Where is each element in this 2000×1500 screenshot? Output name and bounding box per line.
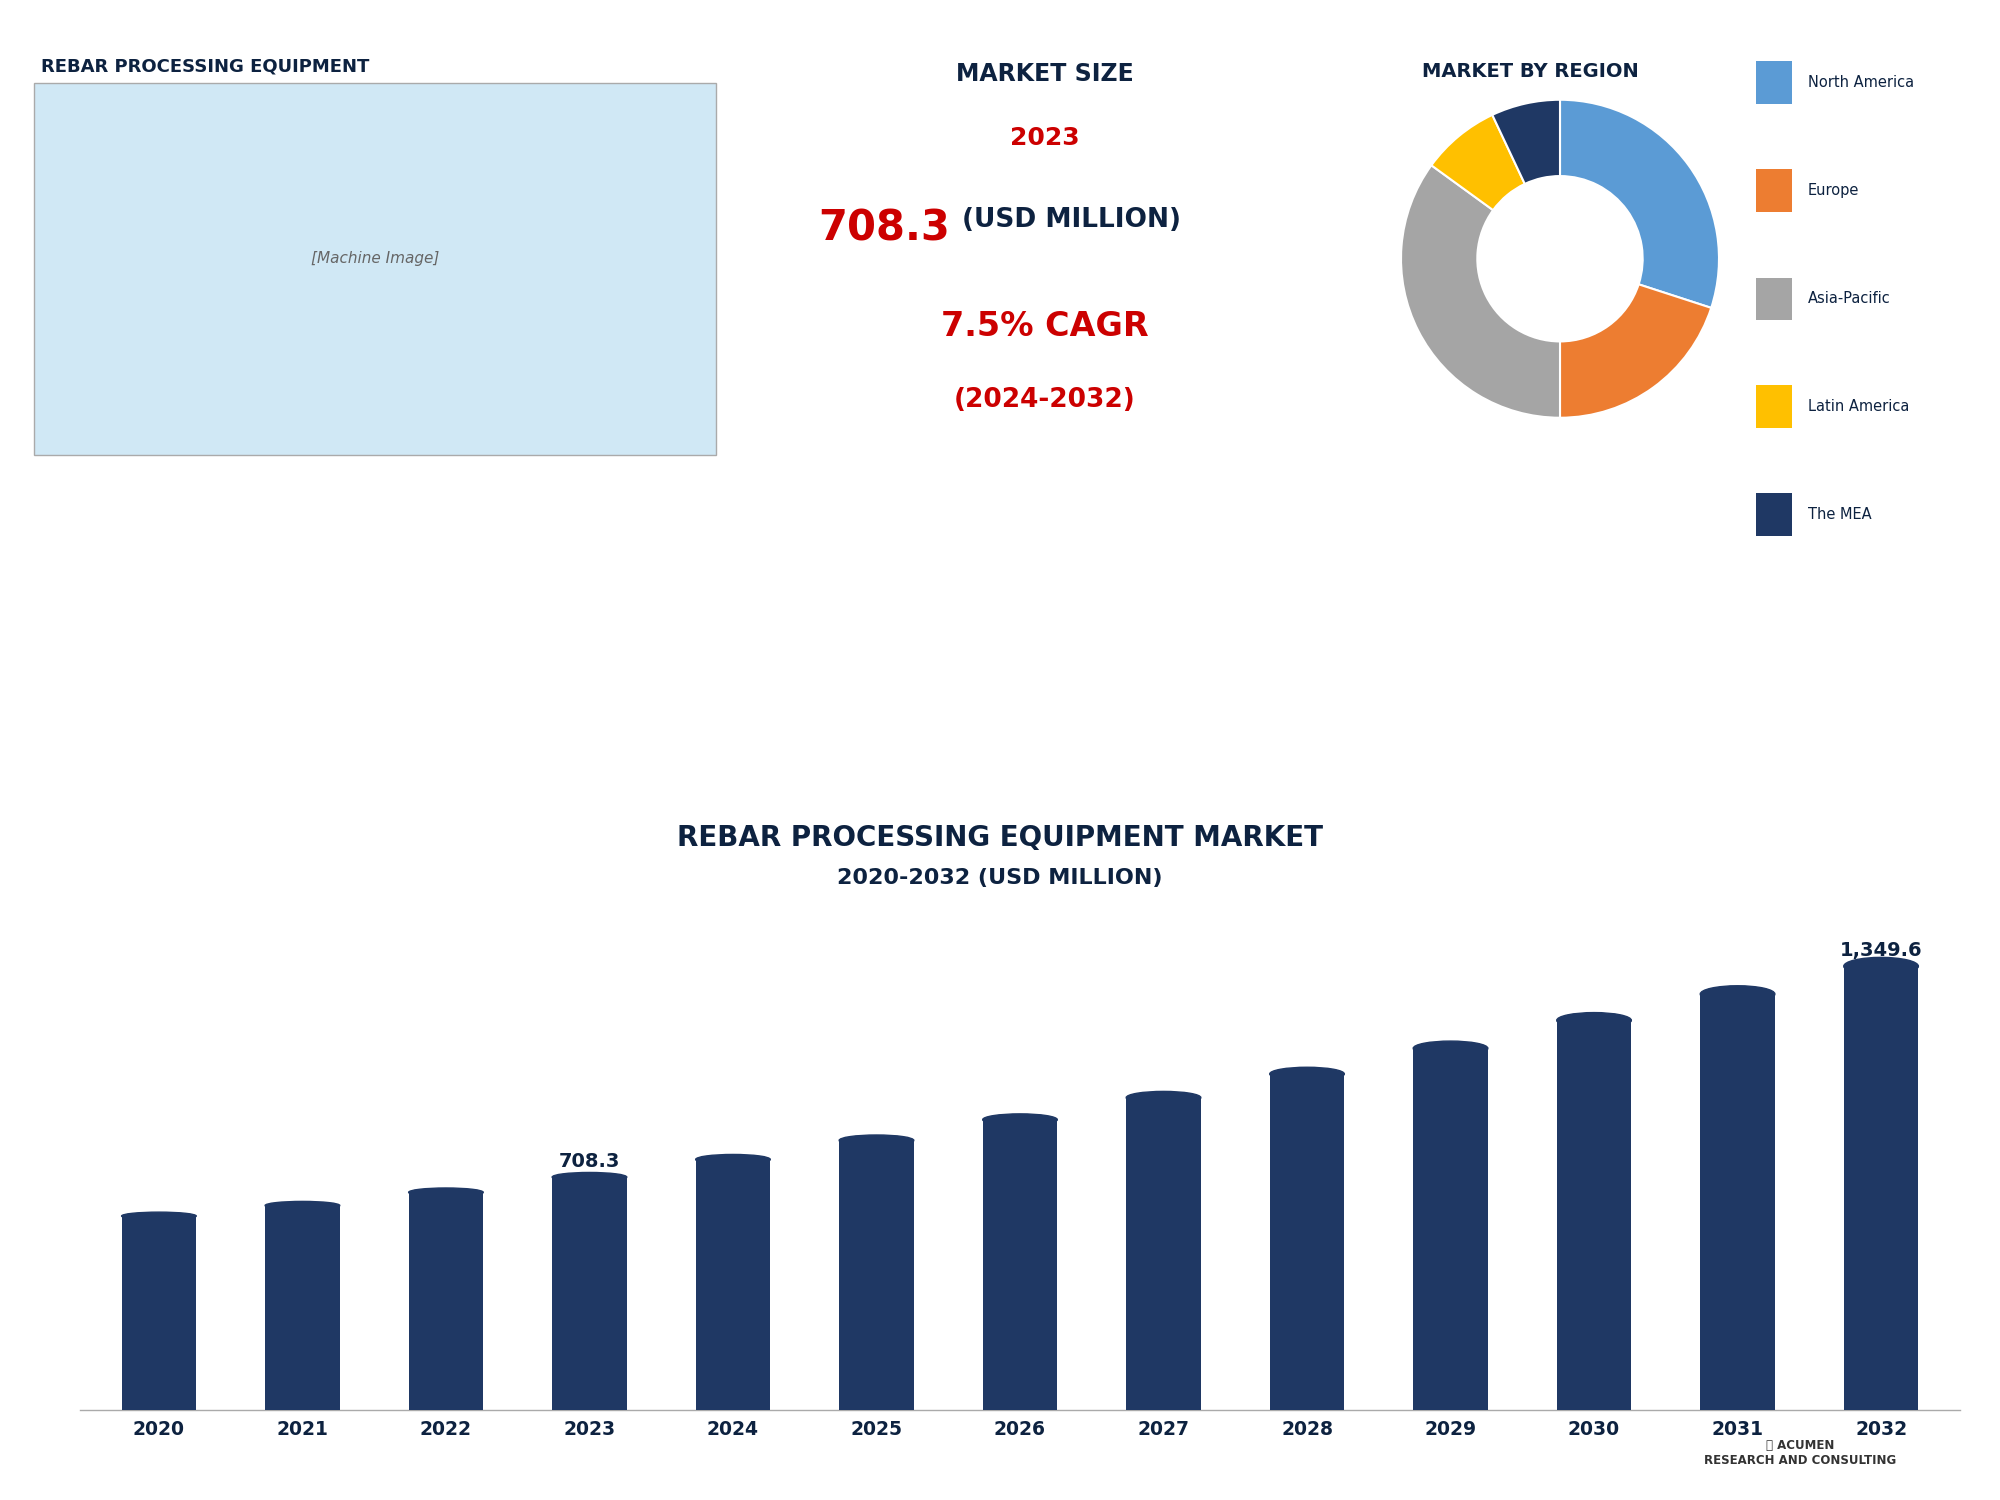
Text: MARKET SIZE: MARKET SIZE: [956, 62, 1134, 86]
Text: Advancements in automation technology for faster and precise
rebar cutting and b: Advancements in automation technology fo…: [126, 718, 636, 759]
Text: North America: North America: [1808, 75, 1914, 90]
Wedge shape: [1560, 99, 1718, 308]
Ellipse shape: [1270, 1066, 1344, 1080]
Text: The MEA: The MEA: [1808, 507, 1872, 522]
Text: (USD MILLION): (USD MILLION): [962, 207, 1182, 234]
Text: ▌: ▌: [58, 718, 78, 744]
Text: DARHUNG Inc, Gensco Equipment, Ellsen Bending Machine,
Schnell Spa, EVG INC, KRB: DARHUNG Inc, Gensco Equipment, Ellsen Be…: [1050, 591, 1560, 678]
Ellipse shape: [552, 1173, 626, 1182]
Bar: [266, 1206, 340, 1410]
Wedge shape: [1560, 285, 1712, 417]
Text: 2023: 2023: [1504, 122, 1558, 141]
Wedge shape: [1432, 116, 1524, 210]
Text: REBAR PROCESSING EQUIPMENT: REBAR PROCESSING EQUIPMENT: [42, 58, 370, 76]
Bar: [1126, 1098, 1200, 1410]
Text: ▌: ▌: [58, 591, 78, 615]
Text: 2020-2032 (USD MILLION): 2020-2032 (USD MILLION): [838, 868, 1162, 888]
Ellipse shape: [408, 1188, 484, 1197]
Text: REBAR PROCESSING EQUIPMENT MARKET: REBAR PROCESSING EQUIPMENT MARKET: [676, 824, 1324, 852]
Ellipse shape: [1414, 1041, 1488, 1056]
Bar: [1414, 1048, 1488, 1410]
Text: Asia-Pacific: Asia-Pacific: [1808, 291, 1890, 306]
Text: 708.3: 708.3: [558, 1152, 620, 1172]
Bar: [1270, 1074, 1344, 1410]
Text: [Machine Image]: [Machine Image]: [310, 251, 440, 267]
Text: (2024-2032): (2024-2032): [954, 387, 1136, 412]
Ellipse shape: [982, 1114, 1058, 1125]
Bar: [1700, 994, 1774, 1410]
Text: Latin America: Latin America: [1808, 399, 1910, 414]
Ellipse shape: [266, 1202, 340, 1209]
Bar: [1844, 966, 1918, 1410]
Text: ⓐ ACUMEN
RESEARCH AND CONSULTING: ⓐ ACUMEN RESEARCH AND CONSULTING: [1704, 1438, 1896, 1467]
Bar: [408, 1192, 484, 1410]
FancyBboxPatch shape: [34, 84, 716, 456]
Text: KEY DRIVERS: KEY DRIVERS: [432, 510, 578, 528]
Ellipse shape: [1844, 957, 1918, 975]
Bar: [840, 1140, 914, 1410]
Bar: [122, 1216, 196, 1410]
Text: KEY PLAYERS: KEY PLAYERS: [1426, 510, 1570, 528]
Bar: [552, 1178, 626, 1410]
Wedge shape: [1492, 99, 1560, 184]
Text: 1,349.6: 1,349.6: [1840, 942, 1922, 960]
Ellipse shape: [122, 1212, 196, 1219]
Ellipse shape: [840, 1136, 914, 1146]
Text: 2023: 2023: [1010, 126, 1080, 150]
Bar: [1556, 1020, 1632, 1410]
Wedge shape: [1402, 165, 1560, 417]
Ellipse shape: [696, 1155, 770, 1164]
Bar: [982, 1119, 1058, 1410]
Text: Europe: Europe: [1808, 183, 1860, 198]
Ellipse shape: [1126, 1092, 1200, 1104]
Text: MARKET BY REGION: MARKET BY REGION: [1422, 62, 1638, 81]
Text: 7.5% CAGR: 7.5% CAGR: [942, 310, 1148, 344]
Bar: [696, 1160, 770, 1410]
Text: 708.3: 708.3: [818, 207, 950, 249]
Ellipse shape: [1556, 1013, 1632, 1028]
Text: Growing investment in infrastructure development, especially in
Asia-Pacific and: Growing investment in infrastructure dev…: [126, 591, 646, 632]
Ellipse shape: [1700, 986, 1774, 1002]
